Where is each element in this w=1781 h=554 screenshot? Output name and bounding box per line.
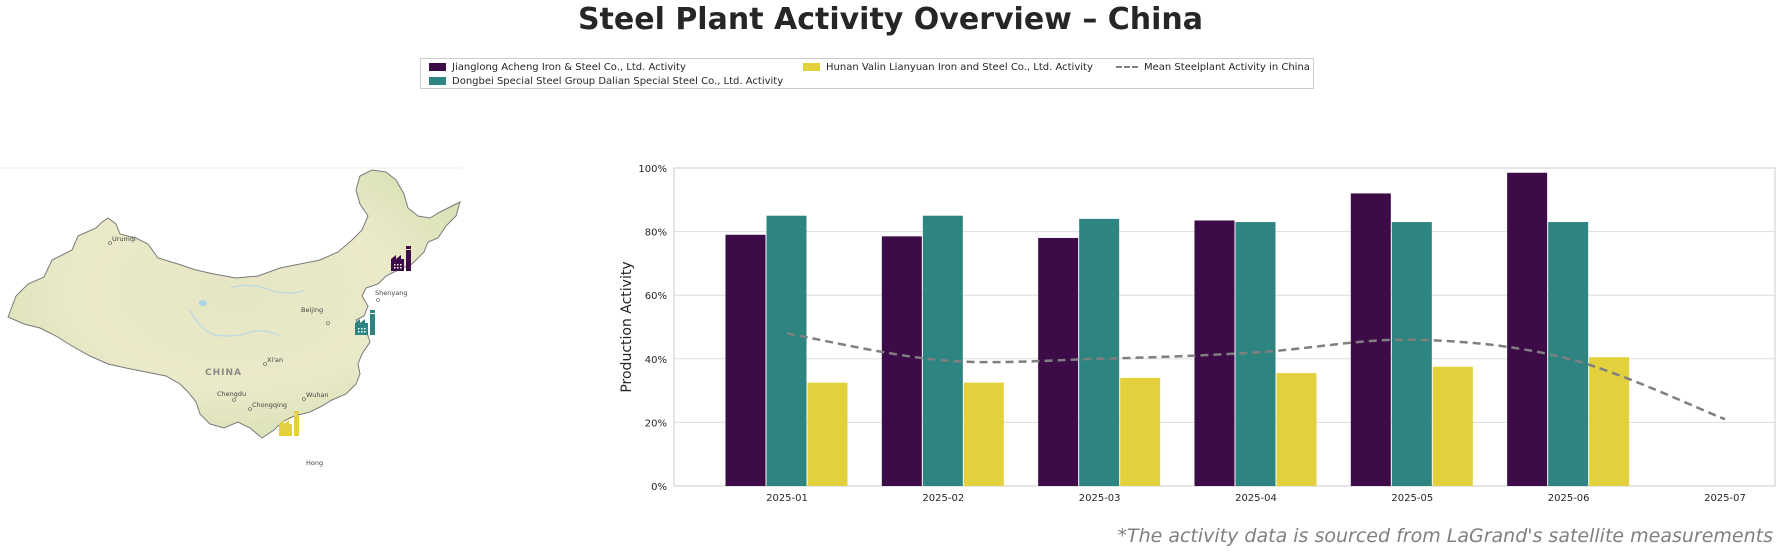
river-yellow (229, 284, 306, 294)
legend-swatch-hunan (803, 63, 820, 71)
bar (1038, 237, 1079, 486)
legend-swatch-jianglong (429, 63, 446, 71)
city-label-shenyang: Shenyang (375, 289, 407, 297)
legend-label-jianglong: Jianglong Acheng Iron & Steel Co., Ltd. … (452, 61, 686, 73)
legend-label-dongbei: Dongbei Special Steel Group Dalian Speci… (452, 75, 784, 87)
legend-swatch-mean (1116, 66, 1138, 68)
footnote: *The activity data is sourced from LaGra… (1117, 525, 1773, 547)
x-tick-label: 2025-04 (1235, 493, 1277, 504)
page-title: Steel Plant Activity Overview – China (577, 2, 1204, 37)
bar (1507, 172, 1548, 486)
x-tick-label: 2025-02 (922, 493, 964, 504)
x-tick-label: 2025-05 (1391, 493, 1433, 504)
y-axis-label: Production Activity (619, 261, 635, 392)
y-tick-label: 40% (645, 355, 667, 366)
factory-icon-hunan (279, 411, 299, 436)
china-outline (7, 169, 461, 439)
legend-item-hunan: Hunan Valin Lianyuan Iron and Steel Co.,… (803, 60, 1093, 74)
x-tick-label: 2025-06 (1548, 493, 1590, 504)
y-tick-label: 80% (645, 228, 667, 239)
x-tick-label: 2025-01 (766, 493, 808, 504)
bar (766, 215, 807, 486)
city-label-hong: Hong (306, 459, 323, 467)
lake-qinghai (199, 300, 207, 306)
legend-label-mean: Mean Steelplant Activity in China (1144, 61, 1310, 73)
bar (922, 215, 963, 486)
city-label-urumqi: Urumqi (112, 235, 136, 243)
china-map: Urumqi Beijing Shenyang Xi'an Chengdu Ch… (0, 160, 470, 490)
y-tick-label: 100% (638, 164, 667, 175)
bar (1276, 373, 1317, 486)
legend-label-hunan: Hunan Valin Lianyuan Iron and Steel Co.,… (826, 61, 1093, 73)
bar (881, 236, 922, 486)
legend-swatch-dongbei (429, 77, 446, 85)
city-label-xian: Xi'an (267, 356, 283, 364)
city-label-beijing: Beijing (301, 306, 323, 314)
x-tick-label: 2025-03 (1079, 493, 1121, 504)
bar (1589, 357, 1630, 486)
chart-legend: Jianglong Acheng Iron & Steel Co., Ltd. … (420, 58, 1314, 89)
map-country-label: CHINA (205, 368, 242, 378)
bar (1391, 222, 1432, 486)
legend-item-mean: Mean Steelplant Activity in China (1116, 60, 1310, 74)
bar (963, 382, 1004, 486)
legend-item-dongbei: Dongbei Special Steel Group Dalian Speci… (429, 74, 783, 88)
mean-activity-line (786, 332, 1726, 421)
x-tick-label: 2025-07 (1704, 493, 1746, 504)
y-tick-label: 0% (651, 482, 667, 493)
legend-item-jianglong: Jianglong Acheng Iron & Steel Co., Ltd. … (429, 60, 686, 74)
factory-icon-jianglong (391, 246, 411, 271)
bar (1548, 222, 1589, 486)
bar (1079, 218, 1120, 486)
city-label-chongqing: Chongqing (252, 401, 287, 409)
y-tick-label: 60% (645, 291, 667, 302)
city-label-wuhan: Wuhan (306, 391, 329, 399)
river-yangtze (189, 309, 281, 337)
bar (725, 234, 766, 486)
city-label-chengdu: Chengdu (217, 390, 246, 398)
y-tick-label: 20% (645, 418, 667, 429)
bar (807, 382, 848, 486)
bar (1432, 366, 1473, 486)
factory-icon-dongbei (355, 310, 375, 335)
bar (1120, 377, 1161, 486)
